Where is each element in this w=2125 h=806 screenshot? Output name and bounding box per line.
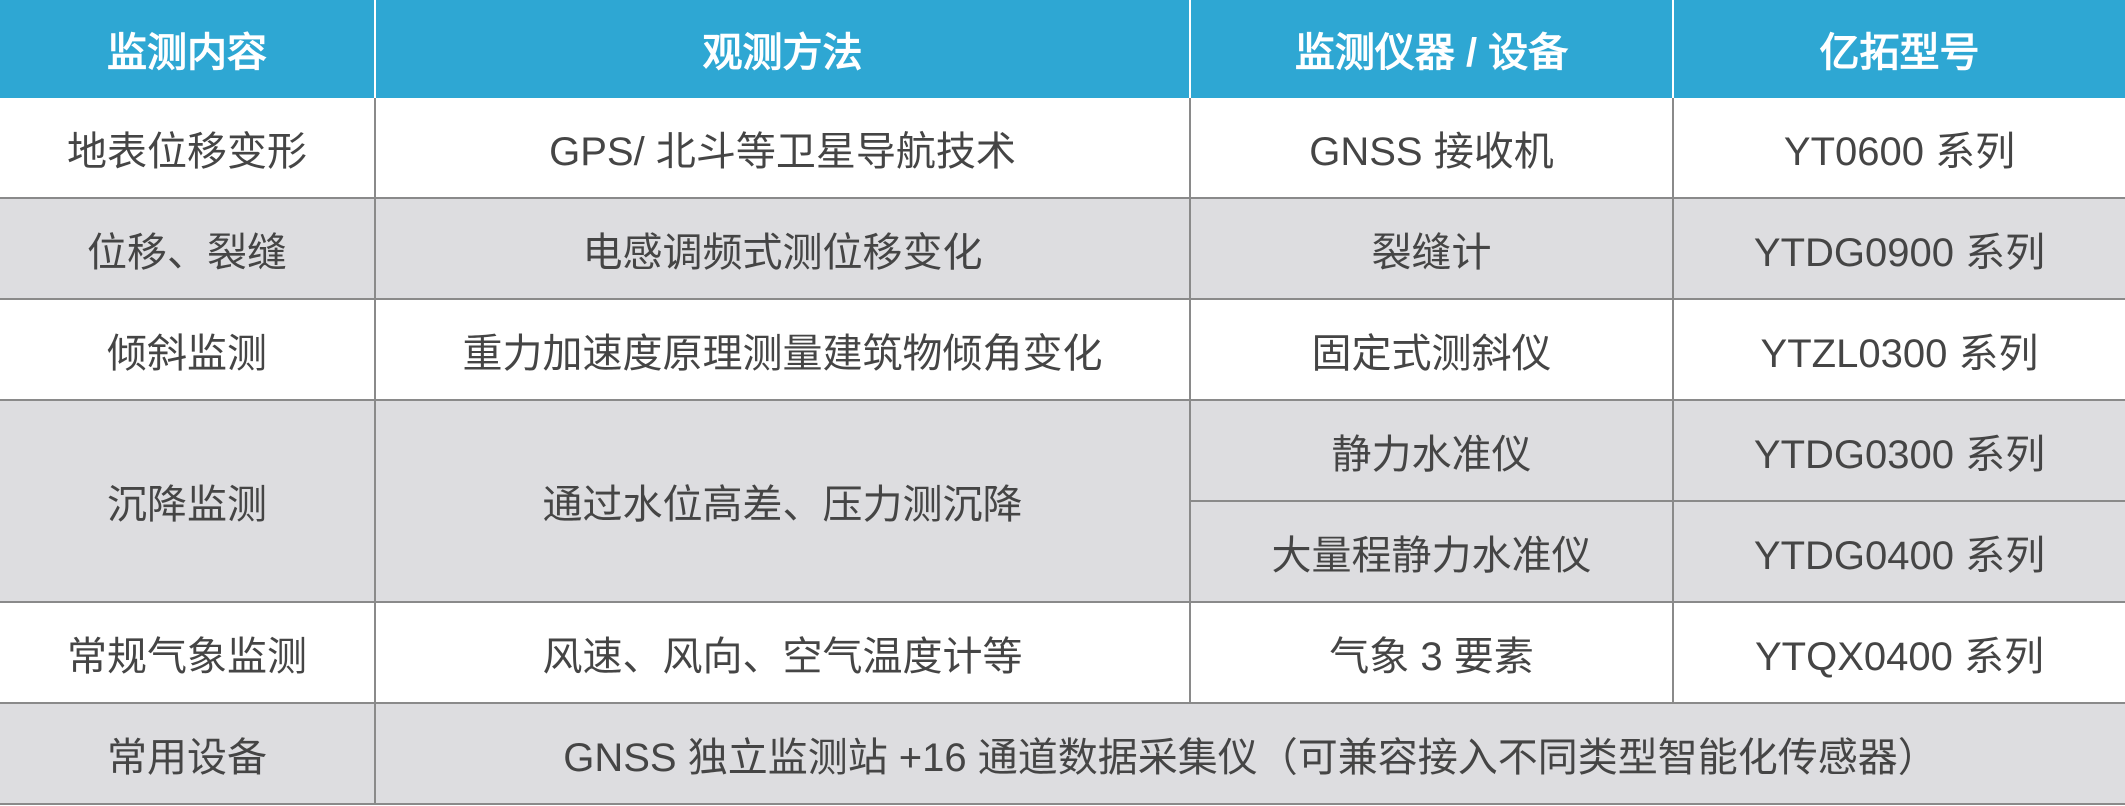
cell-content: 沉降监测 [0, 400, 376, 603]
cell-device: 气象 3 要素 [1189, 602, 1674, 704]
cell-method: 通过水位高差、压力测沉降 [374, 400, 1191, 603]
cell-content: 常规气象监测 [0, 602, 376, 704]
cell-method: 电感调频式测位移变化 [374, 198, 1191, 300]
table-row: 常规气象监测 风速、风向、空气温度计等 气象 3 要素 YTQX0400 系列 [0, 602, 2125, 704]
cell-common-label: 常用设备 [0, 703, 376, 805]
table-row-common: 常用设备 GNSS 独立监测站 +16 通道数据采集仪（可兼容接入不同类型智能化… [0, 703, 2125, 805]
cell-content: 倾斜监测 [0, 299, 376, 401]
table-row: 地表位移变形 GPS/ 北斗等卫星导航技术 GNSS 接收机 YT0600 系列 [0, 98, 2125, 199]
cell-content: 地表位移变形 [0, 98, 376, 199]
cell-model: YTDG0400 系列 [1672, 501, 2125, 603]
cell-model: YTQX0400 系列 [1672, 602, 2125, 704]
header-content: 监测内容 [0, 0, 376, 98]
cell-model: YTZL0300 系列 [1672, 299, 2125, 401]
cell-device: 固定式测斜仪 [1189, 299, 1674, 401]
cell-method: GPS/ 北斗等卫星导航技术 [374, 98, 1191, 199]
table-row: 沉降监测 通过水位高差、压力测沉降 静力水准仪 YTDG0300 系列 [0, 400, 2125, 603]
cell-device: GNSS 接收机 [1189, 98, 1674, 199]
table-row: 倾斜监测 重力加速度原理测量建筑物倾角变化 固定式测斜仪 YTZL0300 系列 [0, 299, 2125, 401]
cell-device: 大量程静力水准仪 [1190, 501, 1674, 603]
cell-content: 位移、裂缝 [0, 198, 376, 300]
header-method: 观测方法 [375, 0, 1191, 98]
cell-common-value: GNSS 独立监测站 +16 通道数据采集仪（可兼容接入不同类型智能化传感器） [374, 703, 2125, 805]
header-model: 亿拓型号 [1673, 0, 2125, 98]
header-device: 监测仪器 / 设备 [1190, 0, 1674, 98]
table-row: 位移、裂缝 电感调频式测位移变化 裂缝计 YTDG0900 系列 [0, 198, 2125, 300]
cell-method: 重力加速度原理测量建筑物倾角变化 [374, 299, 1191, 401]
cell-model: YT0600 系列 [1672, 98, 2125, 199]
cell-device: 裂缝计 [1189, 198, 1674, 300]
cell-model: YTDG0900 系列 [1672, 198, 2125, 300]
cell-device: 静力水准仪 [1189, 400, 1674, 502]
cell-method: 风速、风向、空气温度计等 [374, 602, 1191, 704]
table-row: 大量程静力水准仪 YTDG0400 系列 [0, 501, 2125, 603]
header-row: 监测内容 观测方法 监测仪器 / 设备 亿拓型号 [0, 0, 2125, 98]
cell-model: YTDG0300 系列 [1672, 400, 2125, 502]
